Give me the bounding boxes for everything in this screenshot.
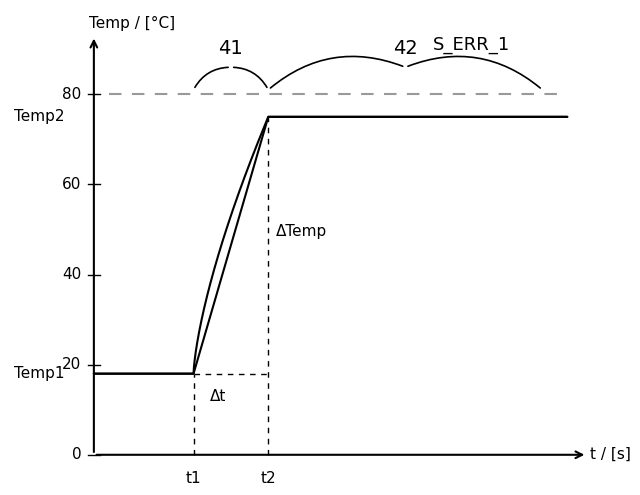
Text: t2: t2 (260, 471, 276, 486)
Text: 80: 80 (62, 87, 81, 102)
Text: 20: 20 (62, 357, 81, 372)
Text: ΔTemp: ΔTemp (276, 224, 327, 239)
Text: 40: 40 (62, 267, 81, 282)
Text: Temp1: Temp1 (14, 366, 65, 381)
Text: t / [s]: t / [s] (589, 447, 630, 462)
Text: t1: t1 (186, 471, 202, 486)
Text: Temp / [°C]: Temp / [°C] (89, 16, 175, 31)
Text: Temp2: Temp2 (14, 109, 65, 124)
Text: 0: 0 (72, 447, 81, 462)
Text: Δt: Δt (209, 390, 226, 404)
Text: 42: 42 (393, 39, 418, 58)
Text: 60: 60 (62, 177, 81, 192)
Text: S_ERR_1: S_ERR_1 (433, 36, 510, 54)
Text: 41: 41 (218, 39, 243, 58)
